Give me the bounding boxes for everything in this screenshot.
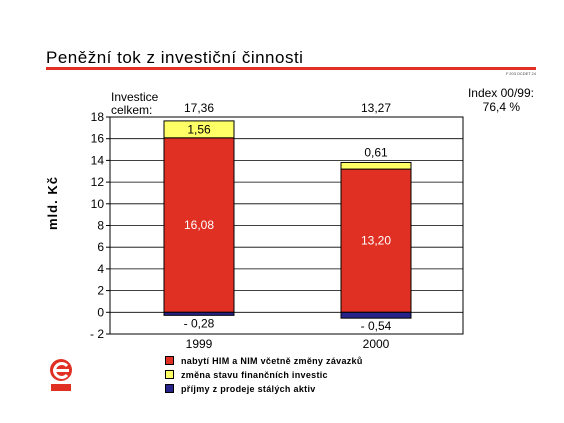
legend-label: změna stavu finančních investic	[181, 370, 328, 380]
document-code: F 203 OCDET 24	[506, 71, 536, 76]
data-label: - 0,54	[361, 319, 392, 333]
bar-segment	[340, 311, 412, 319]
total-label: 13,27	[361, 101, 391, 115]
legend-swatch-blue	[165, 384, 174, 393]
y-tick-label: - 2	[90, 327, 104, 341]
bar-segment	[163, 311, 235, 316]
legend-label: příjmy z prodeje stálých aktiv	[181, 384, 316, 394]
data-label: - 0,28	[184, 316, 215, 330]
index-label: Index 00/99:	[467, 86, 534, 100]
bar-segment	[163, 120, 235, 139]
investice-label-line2: celkem:	[111, 103, 153, 117]
y-tick-label: 14	[91, 153, 105, 167]
data-label: 13,20	[361, 234, 391, 248]
data-label: 1,56	[187, 122, 211, 136]
y-tick-label: 0	[97, 305, 104, 319]
investice-label-line1: Investice	[111, 90, 159, 104]
chart-title: Peněžní tok z investiční činnosti	[46, 48, 304, 67]
investice-celkem-label: Investice celkem:	[111, 91, 158, 117]
y-tick-label: 10	[91, 197, 105, 211]
legend-label: nabytí HIM a NIM včetně změny závazků	[181, 356, 363, 366]
total-label: 17,36	[184, 101, 214, 115]
y-tick-label: 6	[97, 240, 104, 254]
x-category-label: 2000	[363, 337, 390, 351]
data-label: 0,61	[364, 145, 388, 159]
bar-segment	[340, 161, 412, 170]
index-value: 76,4 %	[482, 100, 520, 114]
legend-swatch-yellow	[165, 370, 174, 379]
data-label: 16,08	[184, 218, 214, 232]
title-underline	[46, 67, 536, 70]
bar-segment	[163, 137, 235, 313]
y-tick-label: 2	[97, 284, 104, 298]
y-tick-label: 16	[91, 132, 105, 146]
y-tick-label: 18	[91, 110, 105, 124]
y-tick-label: 8	[97, 219, 104, 233]
cez-logo	[50, 359, 72, 391]
y-tick-label: 4	[97, 262, 104, 276]
legend-swatch-red	[165, 356, 174, 365]
x-category-label: 1999	[186, 337, 213, 351]
y-tick-label: 12	[91, 175, 105, 189]
